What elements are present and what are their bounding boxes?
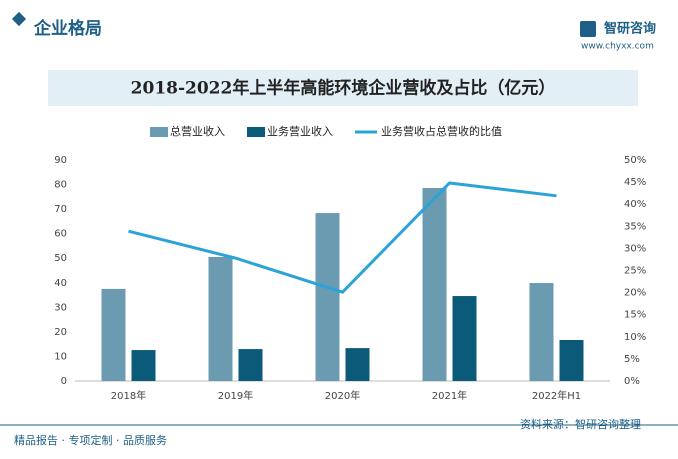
y2-tick-label: 5% (624, 354, 640, 365)
y2-tick-label: 10% (624, 332, 646, 343)
legend-swatch (150, 127, 168, 137)
ratio-line (128, 181, 557, 294)
y-tick-label: 10 (54, 351, 67, 362)
title-box (48, 70, 638, 106)
y-tick-label: 0 (61, 376, 67, 387)
legend-label: 总营业收入 (170, 124, 225, 138)
x-tick-label: 2021年 (432, 389, 467, 402)
bar (559, 339, 584, 381)
y-tick-label: 70 (54, 204, 67, 215)
y2-tick-label: 45% (624, 177, 646, 188)
y-tick-label: 90 (54, 155, 67, 166)
bar (238, 349, 263, 381)
y2-tick-label: 50% (624, 155, 646, 166)
brand-site: www.chyxx.com (581, 42, 654, 52)
y-tick-label: 40 (54, 278, 67, 289)
brand-name: 智研咨询 (604, 21, 656, 37)
brand-logo (580, 21, 596, 37)
y2-tick-label: 30% (624, 243, 646, 254)
legend-label: 业务营业收入 (267, 124, 333, 138)
y2-tick-label: 40% (624, 199, 646, 210)
footer-slogan: 精品报告 · 专项定制 · 品质服务 (14, 433, 167, 447)
y-tick-label: 80 (54, 180, 67, 191)
legend-label: 业务营收占总营收的比值 (381, 124, 502, 138)
chart-title: 2018-2022年上半年高能环境企业营收及占比（亿元） (131, 78, 556, 99)
y-tick-label: 60 (54, 229, 67, 240)
x-tick-label: 2020年 (325, 389, 360, 402)
y2-tick-label: 0% (624, 376, 640, 387)
section-title: 企业格局 (33, 18, 102, 39)
x-tick-label: 2022年H1 (532, 389, 581, 402)
bar (452, 296, 477, 381)
y2-tick-label: 20% (624, 288, 646, 299)
bar (529, 283, 554, 381)
y2-tick-label: 35% (624, 221, 646, 232)
bar (315, 213, 340, 381)
header-icon (11, 11, 27, 27)
bar (131, 350, 156, 381)
bar (208, 256, 233, 381)
y-tick-label: 50 (54, 253, 67, 264)
x-tick-label: 2018年 (111, 389, 146, 402)
bar (422, 187, 447, 381)
y2-tick-label: 15% (624, 310, 646, 321)
bar (101, 288, 126, 381)
y2-tick-label: 25% (624, 266, 646, 277)
x-tick-label: 2019年 (218, 389, 253, 402)
bar (345, 348, 370, 381)
y-tick-label: 30 (54, 302, 67, 313)
y-tick-label: 20 (54, 327, 67, 338)
source-note: 资料来源：智研咨询整理 (520, 417, 641, 431)
legend-swatch (247, 127, 265, 137)
